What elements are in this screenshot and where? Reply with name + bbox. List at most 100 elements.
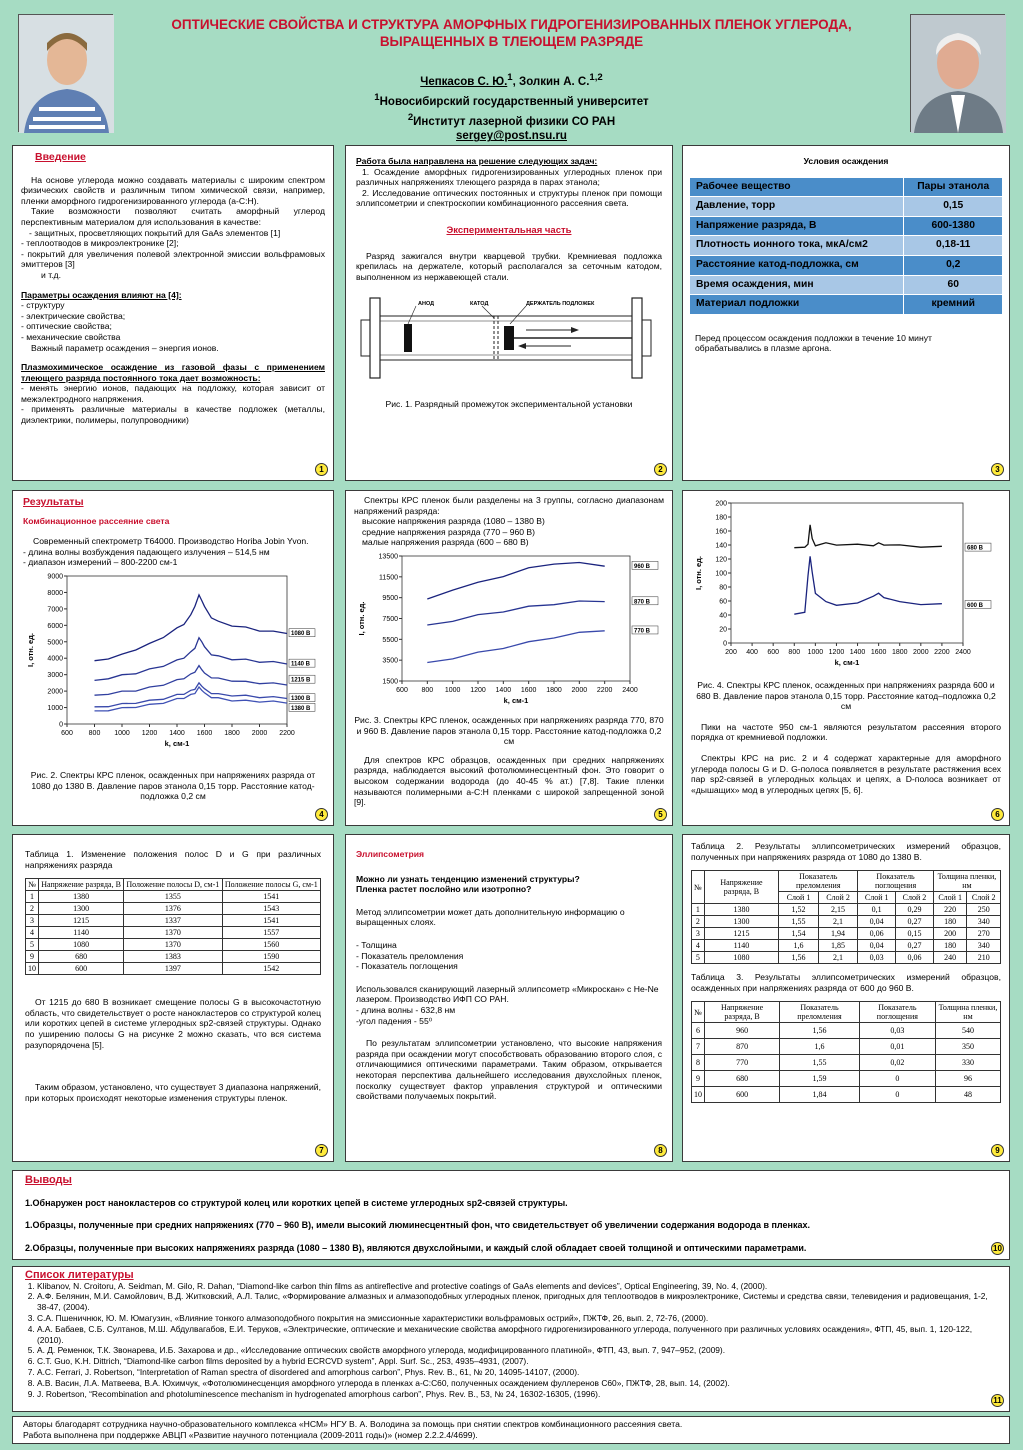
- table-cell: 1,56: [779, 1022, 860, 1040]
- table-header-cell: Показатель преломления: [778, 870, 859, 893]
- table-subheader-cell: Слой 2: [966, 891, 1001, 905]
- reference-item: Klibanov, N. Croitoru, A. Seidman, M. Gi…: [37, 1281, 997, 1292]
- references-heading: Список литературы: [25, 1269, 134, 1281]
- table-cell: 1557: [221, 926, 322, 940]
- table-cell: 0,04: [857, 939, 897, 953]
- x-tick-label: 1600: [197, 730, 213, 737]
- table-cell: 6: [691, 1022, 705, 1040]
- table-cell: 220: [932, 903, 968, 917]
- affiliation-1: 1Новосибирский государственный университ…: [118, 90, 905, 110]
- table-header-row: № Напряжение разряда, В Показатель преломл…: [691, 870, 1002, 905]
- reference-item: А.А. Бабаев, С.Б. Султанов, М.Ш. Абдулва…: [37, 1324, 997, 1346]
- param-refraction: - Показатель преломления: [356, 950, 464, 961]
- condition-value: 60: [903, 274, 1003, 296]
- table-cell: 1080: [38, 938, 125, 952]
- table-subheader-row: Слой 1 Слой 2 Слой 1 Слой 2 Слой 1 Слой 2: [692, 891, 1001, 905]
- results-heading: Результаты: [23, 496, 84, 508]
- panel-ellipsometry-tables: Таблица 2. Результаты эллипсометрических…: [682, 834, 1010, 1162]
- group-high: высокие напряжения разряда (1080 – 1380 …: [362, 516, 545, 527]
- experimental-text: Разряд зажигался внутри кварцевой трубки…: [356, 250, 662, 282]
- x-tick-label: 1000: [445, 687, 461, 694]
- table-cell: 210: [966, 951, 1001, 965]
- y-axis-label: I, отн. ед.: [694, 556, 703, 590]
- table-subheader-cell: Слой 2: [895, 891, 934, 905]
- x-tick-label: 1400: [496, 687, 512, 694]
- y-tick-label: 5000: [47, 639, 63, 646]
- table-cell: 250: [966, 903, 1001, 917]
- poster-title: ОПТИЧЕСКИЕ СВОЙСТВА И СТРУКТУРА АМОРФНЫХ…: [118, 16, 905, 50]
- series-label-box: [288, 658, 316, 668]
- table-3: № Напряжение разряда, В Показатель преломл…: [691, 1001, 1002, 1104]
- series-line: [794, 524, 942, 549]
- table-header-cell: Положение полосы G, см-1: [221, 878, 322, 892]
- table-row: 10 600 1397 1542: [24, 962, 322, 976]
- reference-item: J. Robertson, “Recombination and photolu…: [37, 1389, 997, 1400]
- conditions-row: Материал подложки кремний: [688, 294, 1003, 315]
- email-link[interactable]: sergey@post.nsu.ru: [456, 130, 567, 143]
- conditions-row: Давление, торр 0,15: [688, 196, 1003, 217]
- table-row: 3 1215 1337 1541: [24, 914, 322, 928]
- x-tick-label: 1200: [829, 649, 845, 656]
- table-cell: 960: [703, 1022, 781, 1040]
- y-tick-label: 7500: [382, 616, 398, 623]
- incidence-angle: -угол падения - 55⁰: [356, 1015, 433, 1026]
- condition-name: Давление, торр: [688, 196, 905, 217]
- table-cell: 0: [858, 1070, 936, 1088]
- y-tick-label: 11500: [379, 574, 398, 581]
- table-cell: 2: [691, 915, 705, 929]
- intro-list-4: и т.д.: [41, 269, 61, 280]
- table-cell: 1: [24, 890, 40, 904]
- x-tick-label: 1400: [850, 649, 866, 656]
- title-line-2: ВЫРАЩЕННЫХ В ТЛЕЮЩЕМ РАЗРЯДЕ: [379, 34, 644, 49]
- table-cell: 0,15: [895, 927, 934, 941]
- author-2: , Золкин А. С.: [512, 75, 590, 88]
- x-tick-label: 600: [61, 730, 73, 737]
- ellipsometry-intro: Метод эллипсометрии может дать дополните…: [356, 906, 625, 928]
- ellipsometry-heading: Эллипсометрия: [356, 849, 424, 859]
- series-label: 770 В: [634, 628, 651, 634]
- condition-value: кремний: [903, 294, 1003, 315]
- table-cell: 0,04: [857, 915, 897, 929]
- table-row: 5 1080 1,56 2,1 0,03 0,06 240 210: [691, 951, 1001, 965]
- conditions-row: Расстояние катод-подложка, см 0,2: [688, 254, 1003, 276]
- y-tick-label: 6000: [47, 623, 63, 630]
- table-cell: 870: [703, 1038, 781, 1056]
- table-cell: 1,6: [778, 939, 819, 953]
- authors-block: Чепкасов С. Ю.1, Золкин А. С.1,2 1Новоси…: [118, 70, 905, 144]
- table-header-row: № Напряжение разряда, В Показатель преломл…: [691, 1001, 1002, 1024]
- panel-number: 6: [991, 808, 1004, 821]
- y-tick-label: 2000: [47, 689, 63, 696]
- series-line: [427, 561, 605, 600]
- table-cell: 3: [691, 927, 705, 941]
- reference-item: А.Ф. Белянин, М.И. Самойлович, В.Д. Житк…: [37, 1291, 997, 1313]
- ellipsometer-text: Использовался сканирующий лазерный эллип…: [356, 983, 659, 1005]
- table-cell: 1215: [703, 927, 780, 941]
- raman-subheading: Комбинационное рассеяние света: [23, 515, 170, 526]
- table-header-cell: Толщина пленки, нм: [932, 870, 1002, 893]
- table-cell: 330: [934, 1054, 1002, 1072]
- table-cell: 4: [691, 939, 705, 953]
- x-tick-label: 800: [421, 687, 433, 694]
- x-tick-label: 1800: [546, 687, 562, 694]
- figure-4-caption: Рис. 4. Спектры КРС пленок, осажденных п…: [696, 680, 996, 712]
- series-line: [94, 636, 288, 682]
- table-cell: 1,56: [778, 951, 819, 965]
- table-cell: 0,06: [857, 927, 897, 941]
- table-1: № Напряжение разряда, В Положение полосы D…: [24, 878, 322, 976]
- x-tick-label: 400: [746, 649, 758, 656]
- table-cell: 600: [703, 1086, 781, 1104]
- y-tick-label: 0: [59, 721, 63, 728]
- table-row: 1 1380 1355 1541: [24, 890, 322, 904]
- y-tick-label: 0: [723, 641, 727, 648]
- table-cell: 10: [24, 962, 40, 976]
- x-tick-label: 2000: [252, 730, 268, 737]
- aff-2-text: Институт лазерной физики СО РАН: [413, 115, 616, 128]
- conditions-table: Рабочее вещество Пары этанола Давление, то…: [688, 176, 1003, 315]
- table-header-cell: №: [691, 870, 705, 905]
- question-2: Пленка растет послойно или изотропно?: [356, 884, 532, 895]
- silicon-peak-text: Пики на частоте 950 см-1 являются резуль…: [691, 721, 1001, 743]
- table-header-cell: №: [691, 1001, 705, 1024]
- aff-2-sup: 2: [407, 111, 414, 123]
- table-cell: 1300: [38, 902, 125, 916]
- table-cell: 2,1: [817, 915, 859, 929]
